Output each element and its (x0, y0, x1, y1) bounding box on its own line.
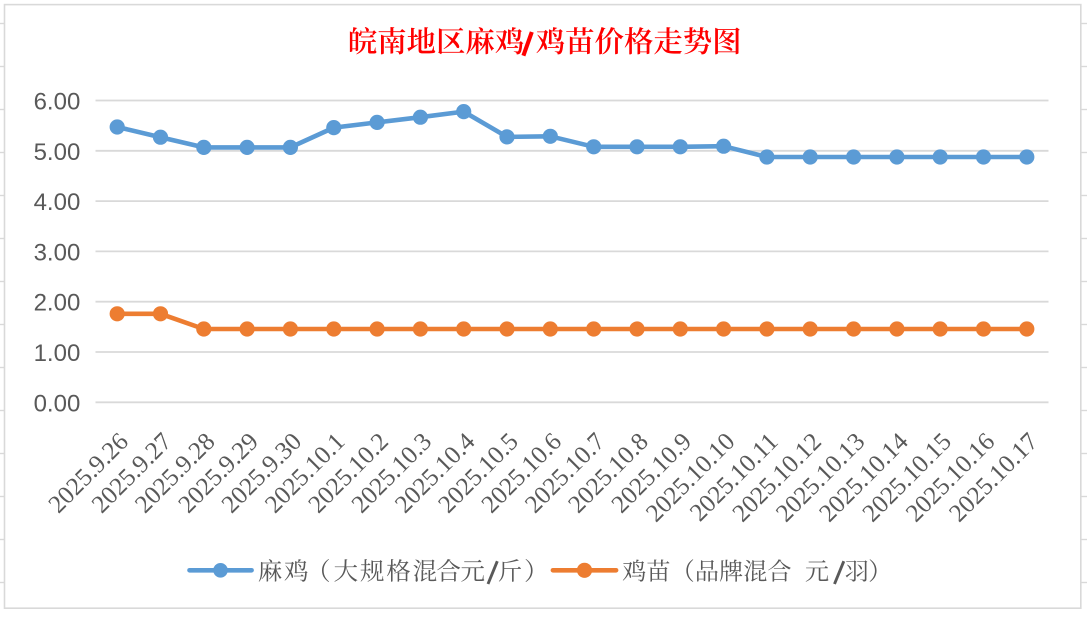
svg-text:2.00: 2.00 (34, 290, 81, 317)
svg-text:5.00: 5.00 (34, 139, 81, 166)
svg-text:3.00: 3.00 (34, 239, 81, 266)
svg-text:1.00: 1.00 (34, 340, 81, 367)
svg-text:4.00: 4.00 (34, 189, 81, 216)
svg-text:0.00: 0.00 (34, 390, 81, 417)
svg-text:6.00: 6.00 (34, 89, 81, 116)
